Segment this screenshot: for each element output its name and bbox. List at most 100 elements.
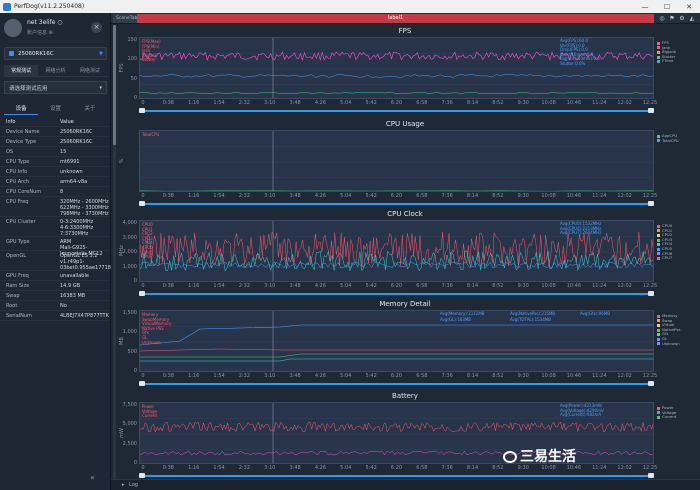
tab-settings[interactable]: 设置 (49, 106, 61, 112)
x-tick-label: 8:14 (466, 193, 479, 199)
slider-handle-end[interactable] (648, 291, 654, 296)
legend-swatch (657, 328, 660, 332)
legend-item[interactable]: Virtual (657, 323, 691, 328)
y-tick-label: 500 (127, 348, 137, 355)
maximize-button[interactable]: ☐ (663, 2, 671, 11)
app-selector[interactable]: 请选择测试应用 ▾ (4, 81, 107, 94)
slider-handle-start[interactable] (139, 201, 145, 206)
time-range-slider[interactable] (139, 473, 654, 478)
avatar[interactable] (4, 19, 22, 37)
minimize-button[interactable]: — (641, 2, 649, 11)
layout-icon[interactable]: ◭ (689, 15, 695, 22)
vertical-scrollbar[interactable] (113, 25, 116, 485)
slider-track[interactable] (145, 203, 648, 205)
legend-item[interactable]: Swap (657, 318, 691, 324)
scene-tab[interactable]: SceneTab (113, 14, 141, 23)
slider-handle-end[interactable] (648, 201, 654, 206)
legend-item[interactable]: CPU2 (657, 233, 691, 238)
slider-track[interactable] (145, 475, 648, 477)
x-tick-label: 10:46 (566, 283, 582, 289)
y-tick-label: 2,000 (122, 249, 137, 255)
plot-area[interactable]: Power Voltage Current Avg(Power):4213mW Avg(… (139, 402, 654, 464)
plot-area[interactable]: FPS(Max) FPS(Min) Jank BigJank Stutter Avg(FP… (139, 37, 654, 99)
legend-item[interactable]: TotalCPU (657, 138, 691, 144)
legend-item[interactable]: CPU3 (657, 236, 691, 243)
flag-icon[interactable]: ⚑ (669, 15, 675, 22)
legend-item[interactable]: Stutter (657, 54, 691, 60)
collapse-sidebar-button[interactable]: « (90, 473, 95, 482)
legend-item[interactable]: Voltage (657, 410, 691, 416)
stat-tag: Avg(Gfx):96MB (580, 311, 611, 316)
chart-panel-1: CPU Usage% TotalCPU 0 0:38 1:16 1:54 2:32 3:10 3… (119, 120, 691, 212)
tab-about[interactable]: 关于 (84, 106, 96, 112)
location-icon[interactable]: ◎ (659, 15, 665, 22)
legend-swatch (657, 229, 660, 233)
legend-item[interactable]: Unknown (657, 341, 691, 347)
slider-handle-end[interactable] (648, 381, 654, 386)
log-toggle-icon[interactable]: ▸ (122, 482, 125, 488)
time-range-slider[interactable] (139, 201, 654, 206)
legend-item[interactable]: Jank (657, 45, 691, 51)
log-label[interactable]: Log (129, 482, 138, 488)
info-value: unknown (60, 169, 83, 175)
tab-device[interactable]: 设备 (4, 103, 39, 115)
slider-handle-start[interactable] (139, 108, 145, 113)
slider-handle-start[interactable] (139, 381, 145, 386)
series-tag: BigJank (142, 52, 157, 58)
plot-area[interactable]: Memory SwapMemory VirtualMemory Native PSS G… (139, 310, 654, 372)
x-tick-label: 1:54 (213, 465, 225, 471)
tab-network-analysis[interactable]: 网络分析 (38, 65, 73, 77)
plot-area[interactable]: CPU0 CPU1 CPU2 CPU3 CPU4 CPU5 CPU6 CPU7 Avg(CPU0… (139, 220, 654, 282)
x-tick-label: 12:25 (642, 100, 658, 106)
slider-handle-start[interactable] (139, 473, 145, 478)
time-range-slider[interactable] (139, 108, 654, 113)
plot-area[interactable]: TotalCPU (139, 130, 654, 192)
gear-icon[interactable]: ⚙ (679, 15, 685, 22)
time-range-slider[interactable] (139, 381, 654, 386)
close-icon[interactable]: × (91, 22, 102, 33)
legend-item[interactable]: CPU7 (657, 256, 691, 261)
x-tick-label: 7:36 (441, 283, 453, 289)
slider-handle-end[interactable] (648, 108, 654, 113)
legend-item[interactable]: FTime (657, 59, 691, 64)
legend-item[interactable]: GL (657, 336, 691, 342)
legend-item[interactable]: BigJank (657, 50, 691, 55)
close-window-button[interactable]: ✕ (686, 2, 692, 11)
series-tag: TotalCPU (142, 132, 160, 137)
legend-item[interactable]: FPS (657, 40, 691, 46)
legend-label: CPU3 (662, 236, 673, 242)
time-range-slider[interactable] (139, 291, 654, 296)
chart-title: FPS (398, 27, 412, 35)
tab-regular-test[interactable]: 常规测试 (4, 65, 39, 77)
slider-track[interactable] (145, 383, 648, 385)
scrollbar-thumb[interactable] (113, 25, 116, 145)
x-tick-label: 4:26 (314, 283, 327, 289)
legend-label: NativePss (662, 326, 681, 332)
chart-title: Battery (392, 392, 418, 400)
plot-svg (140, 311, 653, 371)
legend-item[interactable]: Memory (657, 313, 691, 319)
slider-handle-start[interactable] (139, 291, 145, 296)
series-line (140, 51, 653, 62)
slider-track[interactable] (145, 293, 648, 295)
legend-item[interactable]: CPU0 (657, 223, 691, 229)
x-tick-label: 11:24 (592, 283, 607, 289)
legend-item[interactable]: CPU6 (657, 251, 691, 257)
legend-item[interactable]: Power (657, 405, 691, 411)
x-tick-label: 0 (141, 465, 145, 471)
legend-item[interactable]: Gfx (657, 332, 691, 337)
account-info-link[interactable]: 账户信息 ⊕ (27, 30, 53, 36)
legend-item[interactable]: CPU5 (657, 246, 691, 252)
device-selector[interactable]: 25060RK16C ▼ (4, 47, 107, 60)
legend-item[interactable]: CPU4 (657, 242, 691, 247)
info-value: 8 (60, 189, 64, 195)
legend-item[interactable]: NativePss (657, 326, 691, 333)
legend-item[interactable]: Current (657, 415, 691, 420)
legend-item[interactable]: CPU1 (657, 228, 691, 234)
slider-track[interactable] (145, 110, 648, 112)
legend-item[interactable]: AppCPU (657, 133, 691, 139)
label-bar[interactable]: label1 (137, 14, 654, 23)
x-tick-label: 12:02 (617, 283, 632, 289)
tab-network-test[interactable]: 网络测试 (72, 65, 107, 77)
slider-handle-end[interactable] (648, 473, 654, 478)
